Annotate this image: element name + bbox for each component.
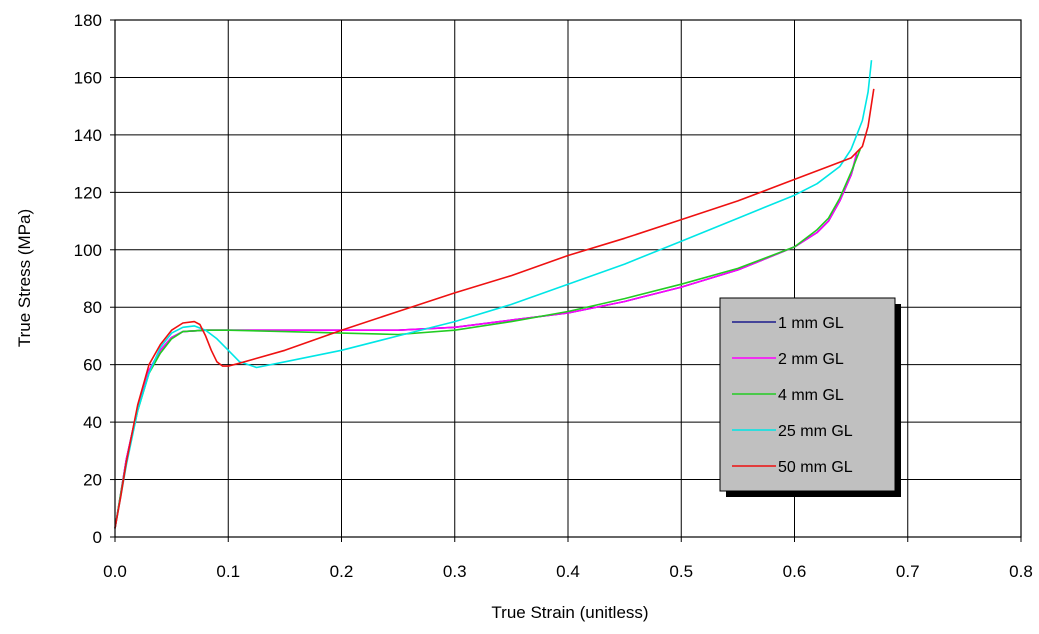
y-tick-label: 140 <box>74 126 102 145</box>
legend-label: 50 mm GL <box>778 459 853 476</box>
x-tick-label: 0.8 <box>1009 562 1033 581</box>
y-tick-label: 120 <box>74 183 102 202</box>
series-line-50-mm-gl <box>114 88 875 529</box>
legend-label: 1 mm GL <box>778 315 844 332</box>
x-tick-label: 0.5 <box>669 562 693 581</box>
x-tick-label: 0.2 <box>330 562 354 581</box>
y-axis-title: True Stress (MPa) <box>15 209 34 347</box>
x-tick-label: 0.0 <box>103 562 127 581</box>
y-tick-label: 20 <box>83 471 102 490</box>
y-tick-label: 80 <box>83 298 102 317</box>
legend-label: 25 mm GL <box>778 423 853 440</box>
x-tick-label: 0.7 <box>896 562 920 581</box>
y-axis-ticks: 0 20 40 60 80 100 120 140 160 180 <box>74 11 115 547</box>
series-lines <box>114 60 875 529</box>
series-line-25-mm-gl <box>114 60 873 529</box>
legend: 1 mm GL 2 mm GL 4 mm GL 25 mm GL 50 mm GL <box>719 297 901 497</box>
x-tick-label: 0.6 <box>783 562 807 581</box>
y-tick-label: 40 <box>83 413 102 432</box>
x-axis-title: True Strain (unitless) <box>491 603 648 622</box>
y-tick-label: 60 <box>83 356 102 375</box>
x-axis-ticks: 0.0 0.1 0.2 0.3 0.4 0.5 0.6 0.7 0.8 <box>103 537 1033 581</box>
y-tick-label: 160 <box>74 68 102 87</box>
series-line-2-mm-gl <box>114 151 858 529</box>
y-tick-label: 100 <box>74 241 102 260</box>
x-tick-label: 0.4 <box>556 562 580 581</box>
legend-label: 2 mm GL <box>778 351 844 368</box>
x-tick-label: 0.1 <box>216 562 240 581</box>
y-tick-label: 180 <box>74 11 102 30</box>
legend-label: 4 mm GL <box>778 387 844 404</box>
y-tick-label: 0 <box>93 528 102 547</box>
x-tick-label: 0.3 <box>443 562 467 581</box>
